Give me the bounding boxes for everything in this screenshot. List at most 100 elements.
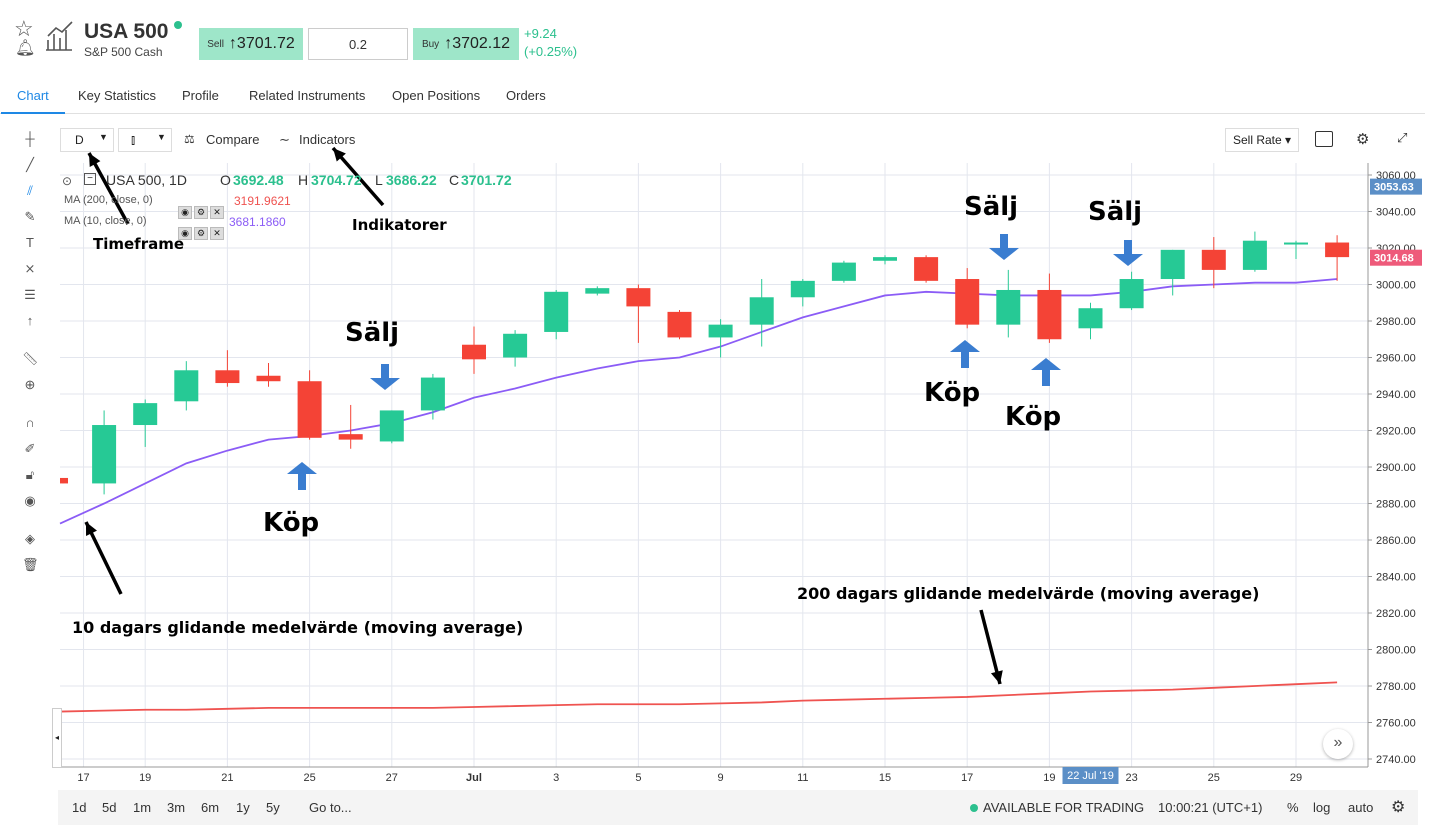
log-scale-toggle[interactable]: log — [1313, 800, 1331, 815]
ma200-value: 3191.9621 — [234, 194, 291, 208]
bell-icon[interactable]: 🔔︎ — [15, 40, 36, 57]
candle-body — [667, 311, 692, 338]
chart-type-select[interactable]: ⫾ ▼ — [118, 128, 172, 152]
candles — [60, 231, 1350, 495]
price-tick-label: 2940.00 — [1376, 389, 1416, 401]
fib-icon[interactable]: ☰ — [24, 287, 36, 302]
candle-body — [503, 333, 528, 358]
layers-icon[interactable]: ◈ — [25, 531, 35, 546]
brush-icon[interactable]: ✎ — [24, 209, 36, 224]
time-tick-label: 11 — [797, 772, 808, 784]
pencil-lock-icon[interactable]: ✐ — [24, 441, 36, 456]
lock-icon[interactable]: 🔓︎ — [25, 467, 35, 482]
buy-arrow-1-shaft — [298, 474, 306, 490]
drawing-toolbar: ┼ ╱ ⫽ ✎ T ⨯ ☰ ↑ 📏︎ ⊕ ∩ ✐ 🔓︎ ◉ ◈ 🗑︎ — [0, 125, 58, 605]
range-3m[interactable]: 3m — [167, 800, 186, 815]
time-tick-label: 9 — [718, 772, 724, 784]
tab-key-statistics[interactable]: Key Statistics — [78, 88, 157, 103]
tab-related-instruments[interactable]: Related Instruments — [249, 88, 366, 103]
tab-orders[interactable]: Orders — [506, 88, 546, 103]
pattern-icon[interactable]: ⨯ — [24, 261, 36, 276]
price-tick-label: 2920.00 — [1376, 426, 1416, 438]
percent-scale-toggle[interactable]: % — [1287, 800, 1299, 815]
gear-icon[interactable]: ⚙ — [1356, 131, 1370, 148]
chart-grid — [60, 163, 1369, 768]
expand-icon[interactable]: ⤢ — [1397, 130, 1408, 145]
timeframe-select[interactable]: D ▼ — [60, 128, 114, 152]
range-1m[interactable]: 1m — [133, 800, 152, 815]
scroll-to-latest-button[interactable]: » — [1323, 729, 1353, 759]
buy-arrow-2-head — [950, 340, 980, 352]
upper-price-tag — [1370, 178, 1422, 195]
sell-rate-select[interactable]: Sell Rate ▾ — [1225, 128, 1299, 152]
parallel-lines-icon[interactable]: ⫽ — [27, 183, 33, 198]
compare-button[interactable]: Compare — [206, 132, 260, 147]
compare-icon[interactable]: ⚖ — [184, 132, 195, 146]
auto-scale-toggle[interactable]: auto — [1348, 800, 1374, 815]
eye-toggle-icon[interactable]: ◉ — [178, 206, 192, 219]
time-tick-label: 23 — [1125, 772, 1137, 784]
ma200-arrow-head — [990, 670, 1003, 684]
crosshair-icon[interactable]: ┼ — [25, 131, 35, 146]
settings-icon[interactable]: ⚙ — [194, 227, 208, 240]
text-icon[interactable]: T — [26, 235, 34, 250]
chart-icon — [46, 21, 73, 51]
settings-icon[interactable]: ⚙ — [194, 206, 208, 219]
price-tick-label: 2740.00 — [1376, 754, 1416, 766]
goto-button[interactable]: Go to... — [309, 800, 352, 815]
timeframe-value: D — [75, 133, 84, 147]
quantity-input[interactable]: 0.2 — [308, 28, 408, 60]
annotation-buy-3: Köp — [1005, 402, 1061, 432]
time-tick-label: 17 — [961, 772, 973, 784]
remove-icon[interactable]: ✕ — [210, 206, 224, 219]
minus-icon[interactable]: − — [84, 173, 96, 185]
candle-body — [92, 425, 117, 484]
sell-button[interactable]: Sell ↑3701.72 — [199, 28, 303, 60]
tab-profile[interactable]: Profile — [182, 88, 219, 103]
indicators-button[interactable]: Indicators — [299, 132, 356, 147]
arrow-up-icon[interactable]: ↑ — [26, 313, 34, 328]
trash-icon[interactable]: 🗑︎ — [22, 557, 39, 572]
star-icon[interactable]: ☆ — [14, 16, 34, 41]
candle-body — [1078, 308, 1103, 329]
range-5y[interactable]: 5y — [266, 800, 280, 815]
eye-icon[interactable]: ◉ — [24, 493, 36, 508]
range-5d[interactable]: 5d — [102, 800, 117, 815]
buy-button[interactable]: Buy ↑3702.12 — [413, 28, 519, 60]
collapse-icon[interactable]: ⊙ — [62, 174, 73, 188]
indicators-icon[interactable]: ∼ — [279, 132, 290, 147]
candle-body — [1325, 242, 1350, 258]
collapse-left-handle[interactable]: ◂ — [52, 708, 62, 768]
sell-arrow-1-head — [370, 378, 400, 390]
fullscreen-window-icon[interactable] — [1315, 131, 1333, 147]
range-6m[interactable]: 6m — [201, 800, 220, 815]
instrument-title: USA 500 — [84, 20, 169, 43]
ruler-icon[interactable]: 📏︎ — [22, 351, 39, 366]
sell-arrow-1-shaft — [381, 364, 389, 380]
zoom-in-icon[interactable]: ⊕ — [24, 377, 36, 392]
range-1y[interactable]: 1y — [236, 800, 250, 815]
annotation-indicators: Indikatorer — [352, 216, 447, 234]
candle-body — [297, 381, 322, 438]
tab-open-positions[interactable]: Open Positions — [392, 88, 481, 103]
magnet-icon[interactable]: ∩ — [25, 415, 35, 430]
candle-body — [831, 262, 856, 281]
candle-body — [585, 288, 610, 294]
status-dot — [970, 804, 978, 812]
legend-low-label: L — [375, 172, 383, 188]
tab-chart[interactable]: Chart — [1, 88, 65, 114]
price-tick-label: 2840.00 — [1376, 572, 1416, 584]
remove-icon[interactable]: ✕ — [210, 227, 224, 240]
legend-symbol: USA 500, 1D — [106, 172, 187, 188]
price-tick-label: 3000.00 — [1376, 280, 1416, 292]
time-tick-label: 3 — [553, 772, 559, 784]
trendline-icon[interactable]: ╱ — [26, 157, 34, 172]
ma10-arrow-head — [86, 522, 97, 536]
gear-icon[interactable]: ⚙ — [1391, 799, 1406, 816]
range-1d[interactable]: 1d — [72, 800, 87, 815]
legend-open-value: 3692.48 — [233, 172, 284, 188]
time-tick-label: Jul — [466, 772, 482, 784]
change-percent: (+0.25%) — [524, 44, 578, 59]
eye-toggle-icon[interactable]: ◉ — [178, 227, 192, 240]
